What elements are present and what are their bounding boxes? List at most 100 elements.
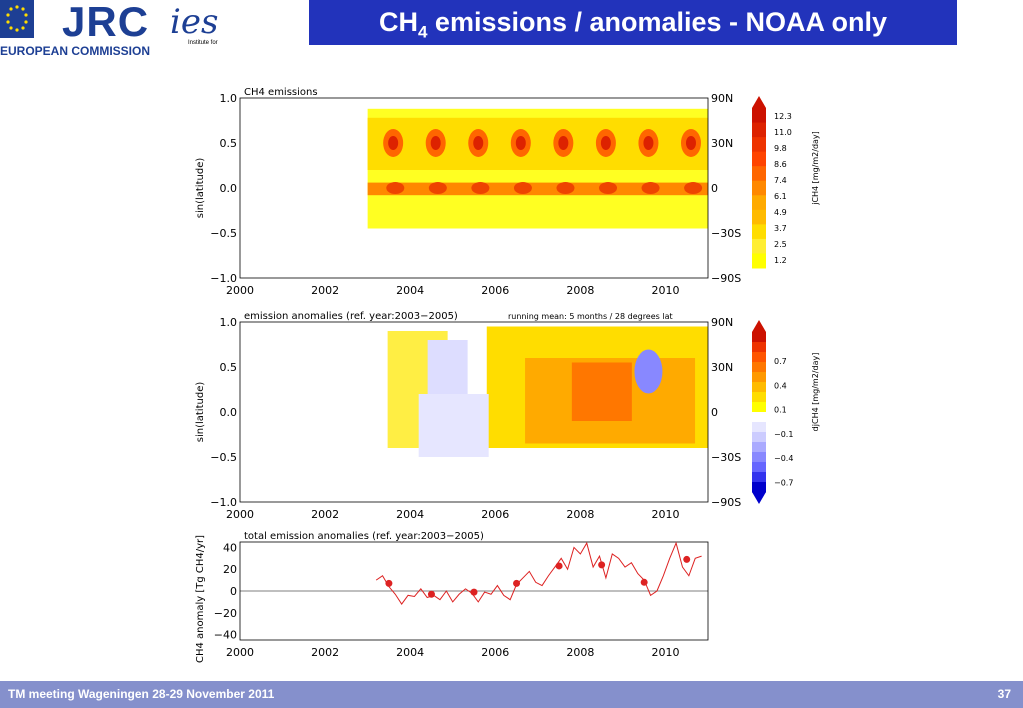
heatmap-peak [471, 182, 490, 194]
eu-flag-icon [0, 0, 34, 38]
y-tick-label: 40 [223, 541, 237, 554]
colorbar-swatch [752, 108, 766, 124]
colorbar-swatch [752, 432, 766, 443]
data-point [598, 561, 606, 569]
y-right-tick-label: −30S [711, 451, 741, 464]
colorbar-tick-label: 12.3 [774, 112, 792, 121]
colorbar-swatch [752, 412, 766, 423]
colorbar-swatch [752, 372, 766, 383]
y-tick-label: 0.5 [220, 361, 238, 374]
colorbar-swatch [752, 332, 766, 343]
heatmap-peak [515, 136, 526, 150]
colorbar-swatch [752, 151, 766, 167]
x-tick-label: 2002 [311, 646, 339, 659]
colorbar-swatch [752, 402, 766, 413]
heatmap-peak [428, 182, 447, 194]
colorbar-swatch [752, 452, 766, 463]
y-right-tick-label: 0 [711, 182, 718, 195]
colorbar-tick-label: 0.1 [774, 406, 787, 415]
y-axis-label: sin(latitude) [195, 158, 206, 219]
colorbar-label: jCH4 [mg/m2/day] [811, 131, 820, 206]
y-tick-label: −1.0 [210, 496, 237, 509]
heatmap-peak [556, 182, 575, 194]
colorbar-swatch [752, 422, 766, 433]
y-right-tick-label: 0 [711, 406, 718, 419]
heatmap-0 [239, 97, 709, 279]
plot-frame [239, 321, 709, 503]
heatmap-cell [634, 349, 663, 394]
colorbar-swatch [752, 137, 766, 153]
data-point [640, 578, 648, 586]
colorbar-swatch [752, 382, 766, 393]
colorbar-tick-label: −0.7 [774, 478, 793, 487]
data-point [683, 555, 691, 563]
colorbar-tick-label: 0.4 [774, 381, 787, 390]
heatmap-peak [513, 182, 532, 194]
heatmap-peak [641, 182, 660, 194]
x-tick-label: 2000 [226, 284, 254, 297]
colorbar-swatch [752, 482, 766, 493]
heatmap-cell [367, 182, 708, 196]
y-tick-label: −20 [214, 607, 237, 620]
x-tick-label: 2006 [481, 646, 509, 659]
x-tick-label: 2004 [396, 508, 424, 521]
x-tick-label: 2006 [481, 508, 509, 521]
y-right-tick-label: −30S [711, 227, 741, 240]
data-point [385, 579, 393, 587]
data-point [470, 588, 478, 596]
colorbar-swatch [752, 253, 766, 269]
heatmap-peak [473, 136, 484, 150]
y-right-tick-label: −90S [711, 496, 741, 509]
y-tick-label: −40 [214, 629, 237, 642]
colorbar-swatch [752, 224, 766, 240]
y-axis-label: sin(latitude) [195, 382, 206, 443]
plot-frame [239, 97, 709, 279]
x-tick-label: 2004 [396, 284, 424, 297]
x-tick-label: 2002 [311, 284, 339, 297]
y-tick-label: −1.0 [210, 272, 237, 285]
heatmap-peak [685, 136, 696, 150]
page-number: 37 [997, 687, 1011, 701]
colorbar-label: djCH4 [mg/m2/day] [811, 353, 820, 432]
colorbar-swatch [752, 342, 766, 353]
y-tick-label: 0 [230, 585, 237, 598]
jrc-logo: JRC [62, 0, 150, 45]
y-right-tick-label: 90N [711, 316, 733, 329]
data-point [555, 562, 563, 570]
european-commission-label: EUROPEAN COMMISSION [0, 44, 151, 58]
colorbar-tick-label: 7.4 [774, 176, 787, 185]
colorbar-swatch [752, 209, 766, 225]
colorbar-swatch [752, 238, 766, 254]
colorbar-tick-label: 1.2 [774, 256, 787, 265]
x-tick-label: 2006 [481, 284, 509, 297]
x-tick-label: 2000 [226, 646, 254, 659]
colorbar-swatch [752, 195, 766, 211]
colorbar-swatch [752, 352, 766, 363]
x-tick-label: 2008 [566, 284, 594, 297]
colorbar-tick-label: −0.1 [774, 430, 793, 439]
y-tick-label: 20 [223, 563, 237, 576]
colorbar-swatch [752, 166, 766, 182]
x-tick-label: 2010 [651, 284, 679, 297]
colorbar-tick-label: 0.7 [774, 357, 787, 366]
heatmap-peak [386, 182, 405, 194]
subplot-note: running mean: 5 months / 28 degrees lat [508, 312, 673, 321]
colorbar-tick-label: 2.5 [774, 240, 787, 249]
colorbar-arrow [752, 320, 766, 332]
y-right-tick-label: 90N [711, 92, 733, 105]
subplot-title: CH4 emissions [244, 87, 318, 98]
heatmap-1 [239, 321, 709, 503]
slide-title: CH4 emissions / anomalies - NOAA only [309, 0, 957, 45]
footer-bar: TM meeting Wageningen 28-29 November 201… [0, 681, 1023, 708]
y-tick-label: 1.0 [220, 92, 238, 105]
colorbar-tick-label: 8.6 [774, 160, 787, 169]
heatmap-peak [599, 182, 618, 194]
heatmap-peak [558, 136, 569, 150]
subplot-title: total emission anomalies (ref. year:2003… [244, 531, 484, 542]
y-right-tick-label: −90S [711, 272, 741, 285]
x-tick-label: 2008 [566, 508, 594, 521]
colorbar-swatch [752, 362, 766, 373]
ies-logo: ies [170, 2, 219, 42]
colorbar-swatch [752, 392, 766, 403]
colorbar-tick-label: −0.4 [774, 454, 793, 463]
